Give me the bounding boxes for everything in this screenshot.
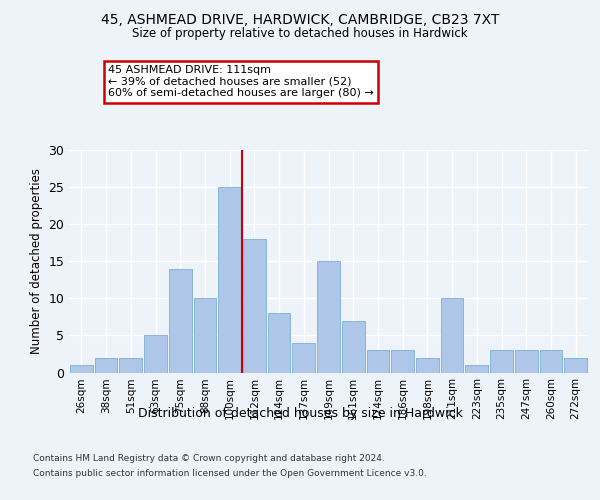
Y-axis label: Number of detached properties: Number of detached properties	[30, 168, 43, 354]
Text: 45 ASHMEAD DRIVE: 111sqm
← 39% of detached houses are smaller (52)
60% of semi-d: 45 ASHMEAD DRIVE: 111sqm ← 39% of detach…	[108, 65, 374, 98]
Text: Distribution of detached houses by size in Hardwick: Distribution of detached houses by size …	[137, 408, 463, 420]
Bar	[342, 320, 365, 372]
Text: Contains HM Land Registry data © Crown copyright and database right 2024.: Contains HM Land Registry data © Crown c…	[33, 454, 385, 463]
Bar	[169, 268, 191, 372]
Text: 45, ASHMEAD DRIVE, HARDWICK, CAMBRIDGE, CB23 7XT: 45, ASHMEAD DRIVE, HARDWICK, CAMBRIDGE, …	[101, 12, 499, 26]
Bar	[490, 350, 513, 372]
Bar	[292, 343, 315, 372]
Bar	[144, 336, 167, 372]
Bar	[243, 239, 266, 372]
Bar	[367, 350, 389, 372]
Bar	[466, 365, 488, 372]
Text: Size of property relative to detached houses in Hardwick: Size of property relative to detached ho…	[132, 28, 468, 40]
Bar	[218, 187, 241, 372]
Bar	[391, 350, 414, 372]
Bar	[119, 358, 142, 372]
Bar	[70, 365, 93, 372]
Bar	[268, 313, 290, 372]
Bar	[515, 350, 538, 372]
Text: Contains public sector information licensed under the Open Government Licence v3: Contains public sector information licen…	[33, 469, 427, 478]
Bar	[95, 358, 118, 372]
Bar	[564, 358, 587, 372]
Bar	[416, 358, 439, 372]
Bar	[194, 298, 216, 372]
Bar	[317, 261, 340, 372]
Bar	[539, 350, 562, 372]
Bar	[441, 298, 463, 372]
